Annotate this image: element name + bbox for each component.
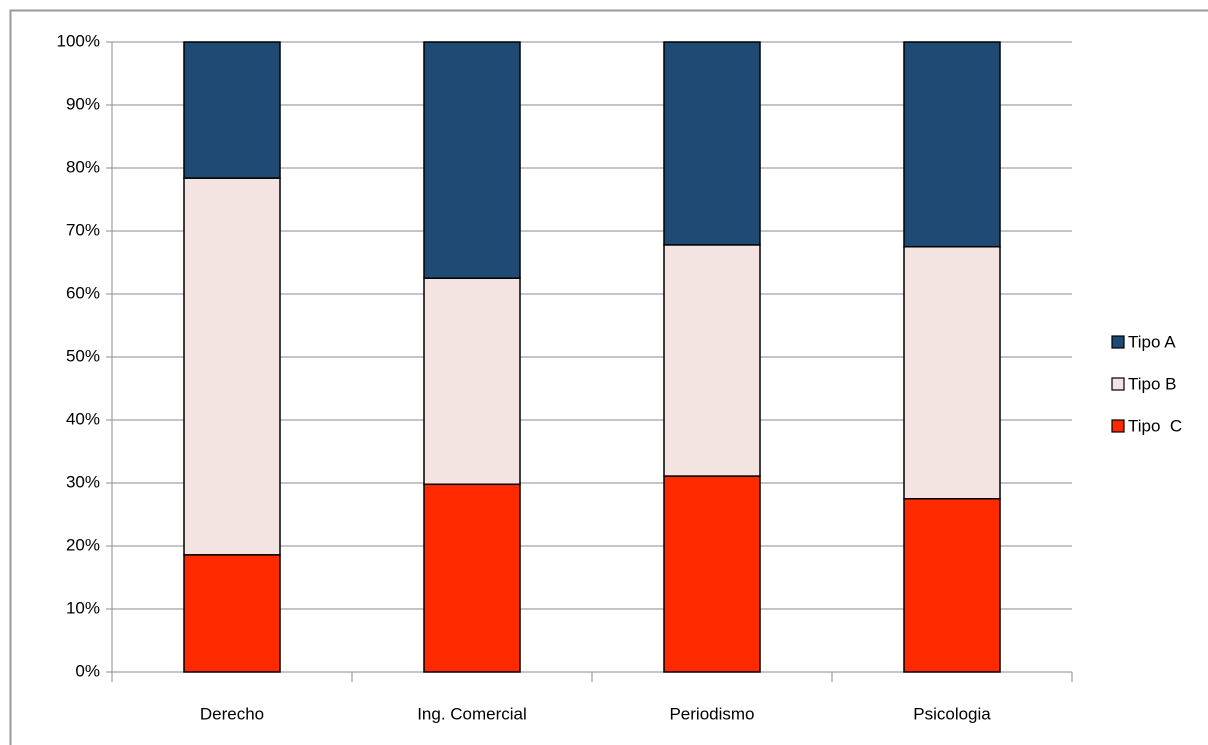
legend-swatch <box>1111 377 1125 391</box>
bar-segment <box>183 554 281 673</box>
y-tick-label: 100% <box>57 31 100 50</box>
bar-segment <box>183 41 281 179</box>
bar-segment <box>903 498 1001 673</box>
x-tick-label: Derecho <box>200 704 264 723</box>
y-tick-label: 20% <box>66 535 100 554</box>
bar-segment <box>423 41 521 279</box>
y-tick-label: 90% <box>66 94 100 113</box>
bar-segment <box>903 41 1001 248</box>
bar-segment <box>423 277 521 486</box>
y-tick-label: 0% <box>75 661 100 680</box>
bar-segment <box>663 475 761 673</box>
y-tick-label: 30% <box>66 472 100 491</box>
y-tick-label: 50% <box>66 346 100 365</box>
y-tick-label: 40% <box>66 409 100 428</box>
bar-segment <box>183 177 281 556</box>
bar-segment <box>423 483 521 673</box>
y-tick-label: 10% <box>66 598 100 617</box>
legend-swatch <box>1111 419 1125 433</box>
legend-swatch <box>1111 335 1125 349</box>
x-tick-label: Periodismo <box>669 704 754 723</box>
bar-segment <box>663 244 761 477</box>
legend-label: Tipo C <box>1128 416 1182 435</box>
y-tick-label: 70% <box>66 220 100 239</box>
legend-label: Tipo B <box>1128 374 1177 393</box>
bar-segment <box>903 246 1001 500</box>
legend-label: Tipo A <box>1128 332 1176 351</box>
x-tick-label: Ing. Comercial <box>417 704 527 723</box>
x-tick-label: Psicologia <box>913 704 991 723</box>
bar-segment <box>663 41 761 246</box>
y-tick-label: 80% <box>66 157 100 176</box>
y-tick-label: 60% <box>66 283 100 302</box>
chart-border <box>9 9 1208 745</box>
